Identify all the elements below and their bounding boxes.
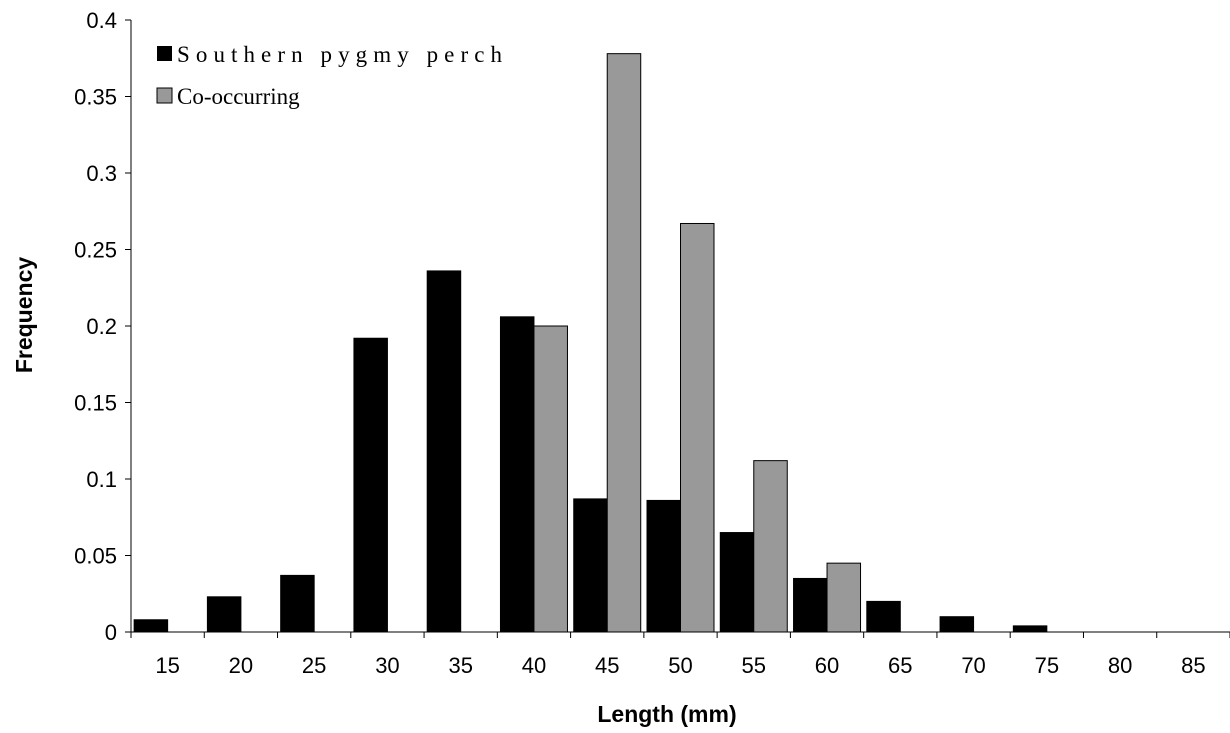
legend-label-southern-pygmy-perch: Southern pygmy perch: [177, 42, 503, 67]
y-axis-title: Frequency: [11, 257, 37, 374]
bar-southern-pygmy-perch-35: [426, 270, 462, 633]
x-tick-label: 40: [522, 653, 546, 678]
x-tick-label: 30: [375, 653, 399, 678]
x-axis-title: Length (mm): [597, 701, 736, 727]
y-tick-label: 0.1: [86, 467, 117, 492]
legend-label-co-occurring: Co-occurring: [177, 84, 300, 109]
bar-southern-pygmy-perch-60: [793, 577, 828, 633]
x-tick-label: 15: [155, 653, 179, 678]
x-tick-label: 70: [961, 653, 985, 678]
bar-southern-pygmy-perch-75: [1012, 625, 1048, 633]
bar-southern-pygmy-perch-50: [646, 499, 681, 633]
legend-swatch-co-occurring: [156, 87, 173, 104]
x-tick-label: 55: [742, 653, 766, 678]
bar-southern-pygmy-perch-70: [939, 616, 975, 633]
x-tick-label: 45: [595, 653, 619, 678]
x-tick-label: 80: [1108, 653, 1132, 678]
y-tick-label: 0.2: [86, 314, 117, 339]
x-tick-label: 20: [229, 653, 253, 678]
legend: Southern pygmy perch Co-occurring: [156, 42, 503, 109]
x-tick-label: 25: [302, 653, 326, 678]
y-tick-label: 0.35: [74, 85, 117, 110]
x-tick-label: 65: [888, 653, 912, 678]
bar-co-occurring-40: [533, 325, 568, 633]
bar-southern-pygmy-perch-15: [133, 619, 169, 633]
bar-co-occurring-45: [606, 53, 642, 633]
bar-southern-pygmy-perch-20: [206, 596, 242, 633]
bar-southern-pygmy-perch-55: [719, 532, 755, 633]
x-axis-ticks: 15 20 25 30 35 40 45 50 55 60 65 70 75 80 85: [130, 632, 1230, 678]
bar-co-occurring-55: [753, 460, 788, 633]
x-tick-label: 50: [668, 653, 692, 678]
bar-southern-pygmy-perch-25: [280, 574, 315, 633]
bars: [133, 53, 1048, 633]
y-tick-label: 0.25: [74, 238, 117, 263]
y-tick-label: 0.05: [74, 544, 117, 569]
x-tick-label: 85: [1181, 653, 1205, 678]
bar-southern-pygmy-perch-65: [866, 600, 901, 633]
y-axis-ticks: 0 0.05 0.1 0.15 0.2 0.25 0.3 0.35 0.4: [74, 8, 131, 645]
bar-southern-pygmy-perch-30: [353, 337, 388, 633]
y-tick-label: 0.15: [74, 391, 117, 416]
bar-co-occurring-50: [680, 222, 715, 633]
x-tick-label: 35: [448, 653, 472, 678]
bar-southern-pygmy-perch-45: [573, 498, 608, 633]
x-tick-label: 60: [815, 653, 839, 678]
y-tick-label: 0.3: [86, 161, 117, 186]
x-tick-label: 75: [1035, 653, 1059, 678]
bar-southern-pygmy-perch-40: [499, 316, 535, 633]
bar-co-occurring-60: [826, 562, 862, 633]
legend-swatch-southern-pygmy-perch: [157, 46, 172, 61]
y-tick-label: 0.4: [86, 8, 117, 33]
y-tick-label: 0: [105, 620, 117, 645]
